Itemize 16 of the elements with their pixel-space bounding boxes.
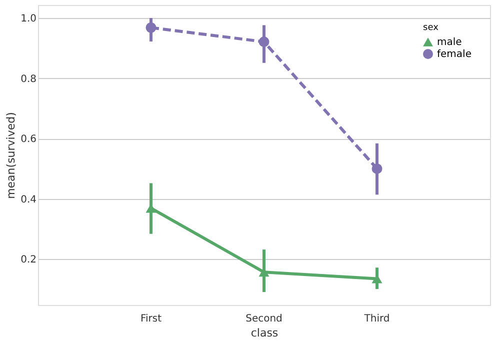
y-axis-title: mean(survived) [4,112,18,199]
point [146,22,156,33]
y-tick-label: 0.8 [20,74,36,85]
x-tick-label: First [140,314,162,324]
point [372,163,382,174]
x-axis-title: class [250,326,278,340]
point [258,36,270,48]
y-tick-label: 0.4 [20,194,36,206]
y-tick-label: 1.0 [20,13,36,24]
legend-title: sex [423,23,440,33]
x-tick-label: Second [246,314,282,324]
legend-label: male [437,37,462,48]
x-tick-label: Third [363,314,390,324]
y-tick-label: 0.2 [20,254,36,266]
y-tick-label: 0.6 [20,134,36,146]
legend-label: female [437,49,472,60]
